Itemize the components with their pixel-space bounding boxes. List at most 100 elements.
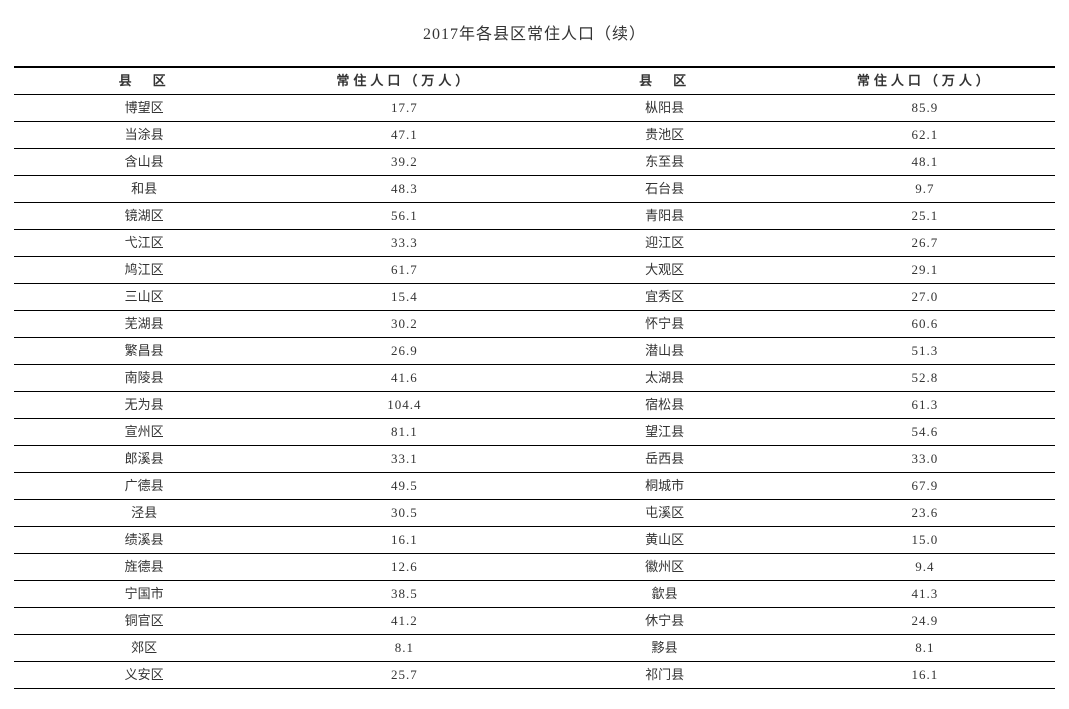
cell-population: 62.1 — [795, 122, 1055, 149]
table-row: 泾县30.5屯溪区23.6 — [14, 500, 1055, 527]
cell-population: 81.1 — [274, 419, 534, 446]
cell-region: 郊区 — [14, 635, 274, 662]
col-region-2: 县 区 — [535, 67, 795, 95]
cell-region: 义安区 — [14, 662, 274, 689]
cell-region: 屯溪区 — [535, 500, 795, 527]
table-row: 繁昌县26.9潜山县51.3 — [14, 338, 1055, 365]
cell-population: 41.2 — [274, 608, 534, 635]
cell-population: 49.5 — [274, 473, 534, 500]
cell-population: 30.2 — [274, 311, 534, 338]
table-row: 当涂县47.1贵池区62.1 — [14, 122, 1055, 149]
cell-population: 38.5 — [274, 581, 534, 608]
cell-region: 当涂县 — [14, 122, 274, 149]
table-row: 南陵县41.6太湖县52.8 — [14, 365, 1055, 392]
cell-population: 33.3 — [274, 230, 534, 257]
cell-population: 41.3 — [795, 581, 1055, 608]
cell-region: 无为县 — [14, 392, 274, 419]
table-row: 义安区25.7祁门县16.1 — [14, 662, 1055, 689]
cell-region: 东至县 — [535, 149, 795, 176]
table-row: 宁国市38.5歙县41.3 — [14, 581, 1055, 608]
table-row: 宣州区81.1望江县54.6 — [14, 419, 1055, 446]
cell-region: 郎溪县 — [14, 446, 274, 473]
cell-population: 9.4 — [795, 554, 1055, 581]
cell-population: 16.1 — [795, 662, 1055, 689]
table-row: 鸠江区61.7大观区29.1 — [14, 257, 1055, 284]
cell-population: 16.1 — [274, 527, 534, 554]
cell-population: 24.9 — [795, 608, 1055, 635]
cell-region: 岳西县 — [535, 446, 795, 473]
cell-population: 26.7 — [795, 230, 1055, 257]
cell-region: 宿松县 — [535, 392, 795, 419]
table-row: 含山县39.2东至县48.1 — [14, 149, 1055, 176]
cell-population: 47.1 — [274, 122, 534, 149]
population-table: 县 区 常住人口（万人） 县 区 常住人口（万人） 博望区17.7枞阳县85.9… — [14, 66, 1055, 689]
table-row: 弋江区33.3迎江区26.7 — [14, 230, 1055, 257]
cell-population: 54.6 — [795, 419, 1055, 446]
cell-region: 迎江区 — [535, 230, 795, 257]
page-title: 2017年各县区常住人口（续） — [14, 20, 1055, 44]
cell-region: 博望区 — [14, 95, 274, 122]
cell-region: 石台县 — [535, 176, 795, 203]
cell-region: 怀宁县 — [535, 311, 795, 338]
cell-population: 33.0 — [795, 446, 1055, 473]
col-population-1: 常住人口（万人） — [274, 67, 534, 95]
cell-region: 青阳县 — [535, 203, 795, 230]
cell-population: 17.7 — [274, 95, 534, 122]
cell-population: 39.2 — [274, 149, 534, 176]
cell-region: 桐城市 — [535, 473, 795, 500]
cell-population: 60.6 — [795, 311, 1055, 338]
table-row: 郎溪县33.1岳西县33.0 — [14, 446, 1055, 473]
cell-population: 48.3 — [274, 176, 534, 203]
cell-region: 含山县 — [14, 149, 274, 176]
cell-population: 23.6 — [795, 500, 1055, 527]
cell-population: 15.4 — [274, 284, 534, 311]
cell-region: 贵池区 — [535, 122, 795, 149]
cell-population: 52.8 — [795, 365, 1055, 392]
cell-region: 广德县 — [14, 473, 274, 500]
cell-region: 祁门县 — [535, 662, 795, 689]
cell-region: 黄山区 — [535, 527, 795, 554]
cell-region: 枞阳县 — [535, 95, 795, 122]
cell-region: 镜湖区 — [14, 203, 274, 230]
cell-population: 41.6 — [274, 365, 534, 392]
cell-region: 芜湖县 — [14, 311, 274, 338]
table-row: 无为县104.4宿松县61.3 — [14, 392, 1055, 419]
col-population-2: 常住人口（万人） — [795, 67, 1055, 95]
cell-population: 30.5 — [274, 500, 534, 527]
cell-population: 9.7 — [795, 176, 1055, 203]
table-row: 和县48.3石台县9.7 — [14, 176, 1055, 203]
cell-region: 和县 — [14, 176, 274, 203]
cell-region: 宣州区 — [14, 419, 274, 446]
cell-region: 宁国市 — [14, 581, 274, 608]
cell-population: 27.0 — [795, 284, 1055, 311]
cell-region: 歙县 — [535, 581, 795, 608]
table-row: 三山区15.4宜秀区27.0 — [14, 284, 1055, 311]
cell-region: 徽州区 — [535, 554, 795, 581]
cell-region: 黟县 — [535, 635, 795, 662]
cell-population: 25.1 — [795, 203, 1055, 230]
cell-population: 12.6 — [274, 554, 534, 581]
cell-region: 泾县 — [14, 500, 274, 527]
cell-region: 大观区 — [535, 257, 795, 284]
cell-region: 三山区 — [14, 284, 274, 311]
cell-population: 8.1 — [795, 635, 1055, 662]
table-row: 绩溪县16.1黄山区15.0 — [14, 527, 1055, 554]
cell-region: 潜山县 — [535, 338, 795, 365]
table-row: 芜湖县30.2怀宁县60.6 — [14, 311, 1055, 338]
cell-population: 85.9 — [795, 95, 1055, 122]
cell-population: 51.3 — [795, 338, 1055, 365]
table-row: 郊区8.1黟县8.1 — [14, 635, 1055, 662]
cell-population: 25.7 — [274, 662, 534, 689]
table-row: 铜官区41.2休宁县24.9 — [14, 608, 1055, 635]
cell-region: 宜秀区 — [535, 284, 795, 311]
table-row: 博望区17.7枞阳县85.9 — [14, 95, 1055, 122]
cell-population: 48.1 — [795, 149, 1055, 176]
cell-region: 南陵县 — [14, 365, 274, 392]
cell-region: 休宁县 — [535, 608, 795, 635]
cell-population: 15.0 — [795, 527, 1055, 554]
cell-population: 61.3 — [795, 392, 1055, 419]
cell-population: 56.1 — [274, 203, 534, 230]
cell-population: 104.4 — [274, 392, 534, 419]
table-row: 旌德县12.6徽州区9.4 — [14, 554, 1055, 581]
cell-region: 望江县 — [535, 419, 795, 446]
